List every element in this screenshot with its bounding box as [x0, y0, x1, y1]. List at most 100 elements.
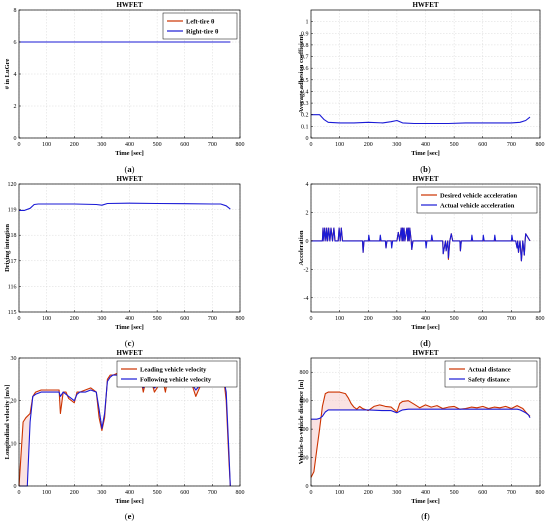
legend: Left-tire θ Right-tire θ: [162, 12, 238, 40]
y-tick-label: 0: [306, 239, 309, 245]
y-tick-label: 1: [306, 20, 309, 26]
y-tick-label: 400: [300, 427, 309, 433]
y-tick-label: 117: [8, 259, 17, 265]
x-tick-label: 200: [364, 316, 373, 322]
y-axis-label: Vehicle-to-vehicle distance [m]: [298, 380, 305, 465]
x-tick-label: 400: [125, 142, 134, 148]
y-tick-label: 116: [8, 284, 17, 290]
y-tick-label: 0.2: [301, 113, 309, 119]
y-tick-label: 200: [300, 456, 309, 462]
legend: Desired vehicle acceleration Actual vehic…: [416, 186, 538, 214]
series-line-1: [311, 114, 531, 125]
x-tick-label: 800: [536, 142, 545, 148]
y-tick-label: 2: [306, 210, 309, 216]
panel-caption: (b): [420, 164, 431, 174]
x-tick-label: 100: [335, 142, 344, 148]
x-axis-label: Time [sec]: [115, 324, 144, 331]
legend: Actual distance Safety distance: [444, 360, 538, 388]
legend-box: [116, 360, 238, 388]
x-tick-label: 600: [478, 142, 487, 148]
x-tick-label: 300: [392, 316, 401, 322]
caption-paren: ): [131, 511, 134, 521]
chart-f: 0 100 200 300 400 500 600 700 800 0 200 400 600 800 HW…: [298, 349, 545, 521]
y-axis-label: Average adhesion coefficient: [298, 34, 305, 114]
x-tick-label: 200: [70, 316, 79, 322]
x-tick-label: 400: [421, 316, 430, 322]
caption-paren: (: [125, 338, 128, 348]
x-tick-label: 500: [450, 316, 459, 322]
x-tick-label: 0: [310, 316, 313, 322]
x-tick-label: 300: [97, 490, 106, 496]
caption-paren: (: [125, 164, 128, 174]
chart-title: HWFET: [116, 175, 142, 183]
x-tick-label: 400: [421, 490, 430, 496]
caption-paren: (: [420, 338, 423, 348]
y-tick-label: 0.8: [301, 43, 309, 49]
x-tick-label: 300: [392, 490, 401, 496]
y-axis-label: Longitudinal velocity [m/s]: [4, 385, 11, 460]
x-tick-label: 200: [70, 142, 79, 148]
x-tick-label: 300: [97, 316, 106, 322]
caption-letter: a: [127, 164, 132, 174]
y-tick-label: 20: [11, 399, 17, 405]
y-tick-label: 115: [8, 310, 17, 316]
y-tick-label: 6: [14, 40, 17, 46]
x-tick-label: 700: [507, 142, 516, 148]
legend-label: Desired vehicle acceleration: [440, 192, 518, 199]
y-tick-label: 0.4: [301, 89, 309, 95]
series-line-2: [311, 408, 531, 420]
x-tick-label: 500: [450, 142, 459, 148]
caption-paren: ): [131, 338, 134, 348]
chart-e: 0 100 200 300 400 500 600 700 800 0 10 20 30 HWFET Tim…: [4, 349, 245, 521]
x-tick-label: 100: [335, 490, 344, 496]
x-tick-label: 600: [180, 490, 189, 496]
chart-title: HWFET: [412, 349, 438, 357]
x-tick-label: 500: [153, 142, 162, 148]
legend-label: Actual distance: [468, 366, 511, 373]
y-axis-label: Acceleration: [298, 230, 305, 265]
legend-box: [444, 360, 538, 388]
caption-letter: d: [423, 338, 428, 348]
x-axis-label: Time [sec]: [411, 324, 440, 331]
x-tick-label: 700: [208, 490, 217, 496]
y-tick-label: 2: [14, 104, 17, 110]
caption-paren: (: [125, 511, 128, 521]
legend-label: Safety distance: [468, 376, 510, 383]
y-tick-label: 0: [14, 136, 17, 142]
x-tick-label: 300: [392, 142, 401, 148]
chart-title: HWFET: [116, 1, 142, 9]
x-tick-label: 0: [18, 316, 21, 322]
y-tick-label: 600: [300, 399, 309, 405]
y-tick-label: 800: [300, 370, 309, 376]
y-tick-label: 0: [306, 484, 309, 490]
y-tick-label: 0.3: [301, 101, 309, 107]
x-tick-label: 700: [507, 490, 516, 496]
legend-box: [416, 186, 538, 214]
caption-paren: (: [421, 511, 424, 521]
legend-label: Left-tire θ: [186, 18, 215, 25]
legend: Leading vehicle velocity Following vehicl…: [116, 360, 238, 388]
panel-caption: (e): [125, 511, 135, 521]
y-tick-label: 119: [8, 208, 17, 214]
panel-caption: (c): [125, 338, 135, 348]
y-tick-label: 0: [306, 136, 309, 142]
y-axis-label: # in LuGre: [4, 59, 11, 90]
legend-box: [162, 12, 238, 40]
y-axis-label: Driving intention: [4, 224, 11, 272]
x-tick-label: 400: [125, 316, 134, 322]
legend-label: Right-tire θ: [186, 28, 219, 35]
caption-letter: e: [128, 511, 132, 521]
chart-title: HWFET: [116, 349, 142, 357]
x-tick-label: 0: [310, 142, 313, 148]
x-axis-label: Time [sec]: [115, 498, 144, 505]
panel-caption: (d): [420, 338, 431, 348]
chart-d: 0 100 200 300 400 500 600 700 800 -4 -2 0 2 4 HWFET Tim…: [298, 175, 545, 348]
x-axis-label: Time [sec]: [411, 498, 440, 505]
x-tick-label: 800: [536, 316, 545, 322]
y-tick-label: 4: [14, 72, 17, 78]
x-tick-label: 500: [153, 316, 162, 322]
panel-caption: (f): [421, 511, 430, 521]
chart-a: 0 100 200 300 400 500 600 700 800 0 2 4 6 8 HWFET Time …: [4, 1, 245, 174]
caption-letter: f: [424, 511, 427, 521]
